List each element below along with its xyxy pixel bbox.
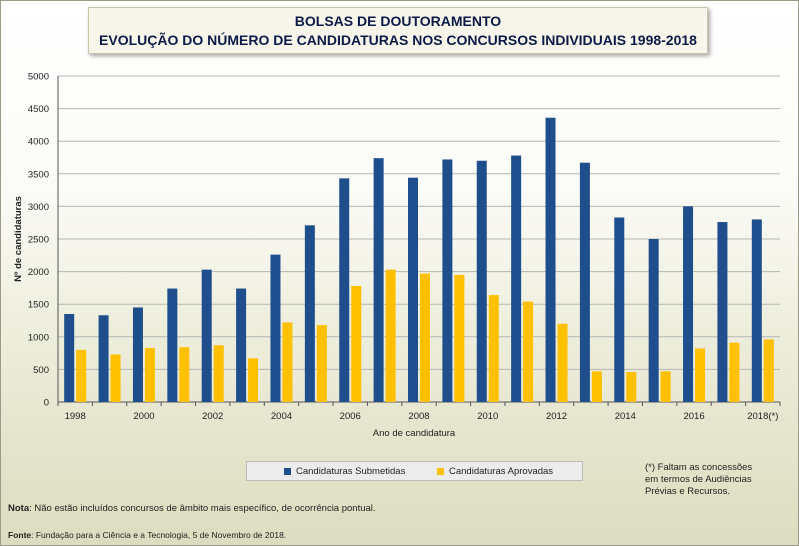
bar-submitted-2018 (751, 219, 762, 402)
bar-approved-2015 (660, 371, 671, 402)
note: Nota: Não estão incluídos concursos de â… (8, 503, 376, 514)
bar-submitted-2001 (167, 288, 178, 402)
bar-submitted-2006 (339, 178, 350, 402)
note-text: : Não estão incluídos concursos de âmbit… (29, 503, 376, 514)
y-tick-label: 0 (44, 398, 49, 409)
x-tick-label: 1998 (65, 411, 86, 422)
bar-approved-2005 (316, 325, 327, 402)
bar-submitted-2000 (132, 307, 143, 402)
bar-submitted-2015 (648, 239, 659, 402)
legend-swatch-approved (437, 468, 444, 475)
legend-label-approved: Candidaturas Aprovadas (449, 466, 554, 477)
bar-submitted-2008 (408, 177, 418, 402)
x-tick-label: 2016 (683, 411, 704, 422)
x-axis-label: Ano de candidatura (373, 428, 456, 439)
bar-submitted-2010 (476, 160, 487, 402)
bar-submitted-2011 (511, 155, 522, 402)
footnote: (*) Faltam as concessões em termos de Au… (645, 462, 753, 497)
bar-submitted-2012 (545, 117, 556, 402)
y-tick-label: 3000 (28, 202, 49, 213)
y-tick-label: 1500 (28, 300, 49, 311)
legend-swatch-submitted (284, 468, 291, 475)
chart-title: BOLSAS DE DOUTORAMENTO (294, 13, 502, 29)
bar-submitted-2004 (270, 254, 281, 402)
bar-submitted-2003 (236, 288, 247, 402)
bar-approved-2006 (351, 285, 362, 402)
source-text: : Fundação para a Ciência e a Tecnologia… (31, 530, 287, 540)
bar-submitted-2009 (442, 159, 453, 402)
bar-approved-2016 (695, 348, 706, 402)
chart-title-box: BOLSAS DE DOUTORAMENTO EVOLUÇÃO DO NÚMER… (88, 7, 708, 54)
bar-submitted-1999 (98, 315, 109, 402)
legend: Candidaturas Submetidas Candidaturas Apr… (246, 461, 583, 481)
x-tick-label: 2002 (202, 411, 223, 422)
bar-approved-1999 (110, 354, 121, 402)
bar-approved-1998 (76, 349, 87, 402)
y-tick-label: 2500 (28, 235, 49, 246)
bar-approved-2013 (591, 371, 602, 402)
chart-subtitle: EVOLUÇÃO DO NÚMERO DE CANDIDATURAS NOS C… (99, 32, 697, 48)
bar-approved-2012 (557, 323, 568, 402)
bar-submitted-2017 (717, 222, 728, 402)
bar-approved-2014 (626, 372, 637, 402)
y-tick-label: 2000 (28, 267, 49, 278)
x-tick-label: 2010 (477, 411, 498, 422)
bar-approved-2000 (144, 347, 155, 402)
bar-submitted-1998 (64, 313, 75, 402)
bar-submitted-2007 (373, 158, 384, 402)
bar-approved-2001 (179, 347, 190, 402)
bar-approved-2011 (523, 301, 534, 402)
x-tick-label: 2006 (340, 411, 361, 422)
y-axis-label: Nº de candidaturas (13, 196, 24, 282)
bar-submitted-2014 (614, 217, 625, 402)
y-tick-label: 4000 (28, 137, 49, 148)
x-tick-label: 2004 (271, 411, 292, 422)
bar-approved-2008 (420, 273, 430, 402)
x-tick-label: 2008 (408, 411, 429, 422)
bar-approved-2002 (213, 345, 224, 402)
x-tick-label: 2014 (615, 411, 636, 422)
bar-submitted-2002 (201, 269, 212, 402)
x-tick-label: 2012 (546, 411, 567, 422)
bar-approved-2003 (248, 358, 259, 402)
bar-submitted-2005 (304, 225, 315, 402)
y-tick-label: 1000 (28, 332, 49, 343)
bar-approved-2007 (385, 269, 396, 402)
y-tick-label: 5000 (28, 72, 49, 83)
y-tick-label: 4500 (28, 104, 49, 115)
y-tick-label: 500 (33, 365, 49, 376)
source: Fonte: Fundação para a Ciência e a Tecno… (8, 530, 286, 540)
legend-item-submitted: Candidaturas Submetidas (284, 466, 405, 477)
bar-approved-2018 (763, 339, 774, 402)
bar-submitted-2013 (579, 162, 590, 402)
bar-submitted-2016 (683, 206, 694, 402)
bar-approved-2009 (454, 274, 465, 402)
bar-approved-2010 (488, 295, 499, 402)
x-tick-label: 2000 (133, 411, 154, 422)
y-tick-label: 3500 (28, 169, 49, 180)
note-label: Nota (8, 503, 30, 514)
x-tick-label: 2018(*) (747, 411, 778, 422)
bar-approved-2017 (729, 342, 740, 402)
bar-approved-2004 (282, 322, 293, 402)
source-label: Fonte (8, 530, 32, 540)
legend-item-approved: Candidaturas Aprovadas (437, 466, 553, 477)
legend-label-submitted: Candidaturas Submetidas (296, 466, 406, 477)
